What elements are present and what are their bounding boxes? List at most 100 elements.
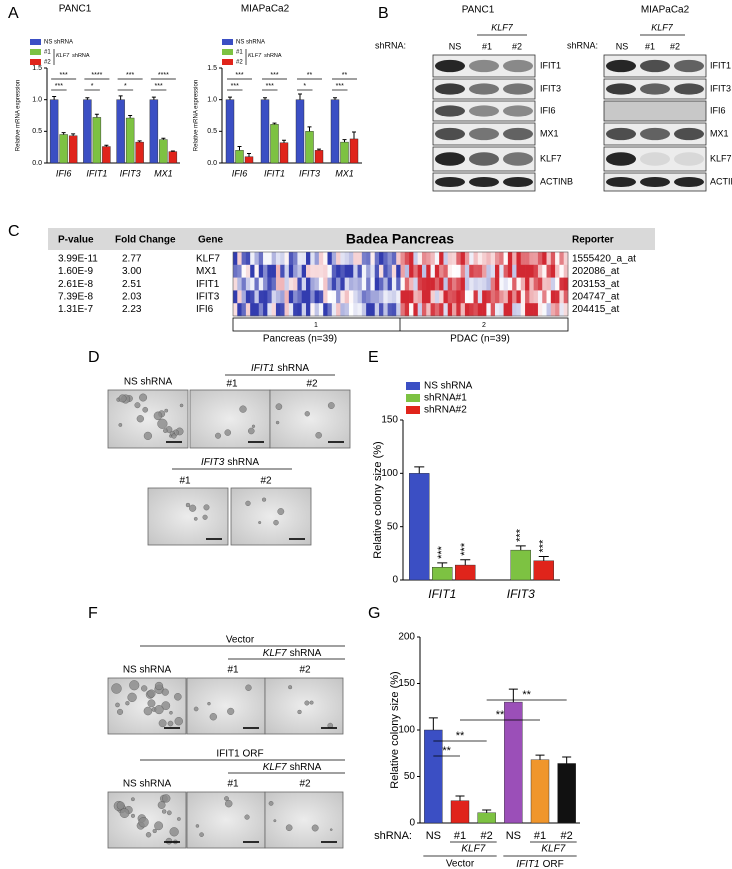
colony bbox=[165, 837, 173, 845]
heatmap-cell bbox=[288, 264, 294, 278]
gene-name: KLF7 bbox=[248, 53, 262, 59]
x-tick-label: NS bbox=[506, 830, 521, 842]
colony bbox=[258, 520, 262, 525]
table-cell: 203153_at bbox=[572, 279, 619, 290]
heatmap-cell bbox=[323, 264, 328, 278]
heatmap-cell bbox=[250, 290, 255, 304]
heatmap-cell bbox=[357, 277, 363, 291]
heatmap-cell bbox=[387, 264, 393, 278]
error-bar bbox=[137, 140, 142, 143]
heatmap-cell bbox=[490, 303, 496, 317]
heatmap-cell bbox=[336, 252, 341, 266]
colony bbox=[161, 809, 167, 814]
x-tick-label: #2 bbox=[561, 830, 573, 842]
heatmap-cell bbox=[520, 264, 526, 278]
heatmap-cell bbox=[391, 252, 397, 266]
heatmap-cell bbox=[383, 277, 388, 291]
colony bbox=[273, 819, 277, 823]
heatmap-cell bbox=[525, 252, 530, 266]
x-tick-label: IFIT1 bbox=[428, 587, 456, 601]
error-bar bbox=[282, 139, 286, 143]
panel-label: E bbox=[368, 349, 379, 366]
bar bbox=[330, 99, 340, 164]
significance-label: *** bbox=[155, 83, 163, 90]
heatmap-frame bbox=[232, 251, 569, 317]
blot-band bbox=[469, 105, 499, 117]
colony bbox=[177, 817, 181, 821]
heatmap-cell bbox=[297, 264, 303, 278]
heatmap-cell bbox=[533, 277, 539, 291]
significance-label: * bbox=[91, 83, 94, 90]
heatmap-cell bbox=[237, 264, 242, 278]
blot-strip bbox=[432, 54, 536, 78]
blot-band bbox=[435, 105, 465, 117]
heatmap-cell bbox=[550, 303, 556, 317]
heatmap-cell bbox=[563, 264, 569, 278]
heatmap-cell bbox=[400, 252, 406, 266]
colony bbox=[327, 402, 335, 409]
error-bar bbox=[94, 113, 99, 118]
error-bar bbox=[460, 559, 471, 566]
heatmap-cell bbox=[301, 303, 307, 317]
heatmap-cell bbox=[460, 264, 466, 278]
heatmap-cell bbox=[233, 303, 238, 317]
protein-label: IFIT3 bbox=[710, 83, 731, 93]
micrograph bbox=[264, 791, 344, 849]
heatmap-cell bbox=[275, 252, 281, 266]
y-tick-label: 0.0 bbox=[207, 160, 217, 167]
bar bbox=[49, 99, 59, 164]
heatmap-cell bbox=[336, 277, 341, 291]
heatmap-cell bbox=[477, 277, 483, 291]
y-tick-label: 0.5 bbox=[207, 128, 217, 135]
table-cell: 2.23 bbox=[122, 304, 142, 315]
y-tick-label: 0 bbox=[392, 575, 398, 586]
colony bbox=[171, 433, 177, 439]
colony bbox=[209, 713, 218, 721]
y-tick-label: 150 bbox=[381, 415, 398, 426]
heatmap-cell bbox=[490, 277, 496, 291]
heatmap-cell bbox=[275, 264, 281, 278]
heatmap-cell bbox=[361, 303, 367, 317]
bar bbox=[125, 117, 135, 164]
heatmap-cell bbox=[559, 252, 565, 266]
bar bbox=[279, 142, 289, 164]
heatmap-cell bbox=[542, 290, 547, 304]
heatmap-cell bbox=[310, 277, 315, 291]
heatmap-cell bbox=[533, 264, 539, 278]
heatmap-cell bbox=[439, 277, 444, 291]
heatmap-cell bbox=[559, 277, 565, 291]
heatmap-cell bbox=[387, 303, 393, 317]
heatmap-cell bbox=[430, 264, 436, 278]
heatmap-cell bbox=[323, 303, 328, 317]
y-tick-label: 1.0 bbox=[207, 97, 217, 104]
blot-band bbox=[435, 83, 465, 95]
blot-band bbox=[640, 127, 670, 141]
heatmap-cell bbox=[379, 303, 384, 317]
heatmap-cell bbox=[537, 303, 543, 317]
y-tick-label: 150 bbox=[398, 678, 415, 689]
blot-band bbox=[503, 83, 533, 95]
bar bbox=[68, 135, 78, 164]
heatmap-cell bbox=[293, 264, 298, 278]
heatmap-cell bbox=[258, 290, 264, 304]
heatmap-cell bbox=[559, 303, 565, 317]
heatmap-cell bbox=[430, 252, 436, 266]
heatmap-cell bbox=[477, 252, 483, 266]
colony bbox=[195, 824, 200, 828]
x-tick-label: MX1 bbox=[335, 168, 354, 178]
colony bbox=[239, 405, 247, 413]
significance-label: * bbox=[303, 83, 306, 90]
heatmap-cell bbox=[327, 277, 333, 291]
heatmap-cell bbox=[233, 252, 238, 266]
heatmap-cell bbox=[400, 303, 406, 317]
heatmap-cell bbox=[559, 264, 565, 278]
heatmap-cell bbox=[529, 252, 534, 266]
heatmap-cell bbox=[348, 277, 354, 291]
y-tick-label: 1.0 bbox=[32, 97, 42, 104]
x-tick-label: #1 bbox=[534, 830, 546, 842]
error-bar bbox=[515, 545, 526, 551]
heatmap-cell bbox=[452, 277, 457, 291]
error-bar bbox=[535, 754, 545, 760]
y-tick-label: 200 bbox=[398, 632, 415, 643]
colony bbox=[145, 832, 152, 838]
